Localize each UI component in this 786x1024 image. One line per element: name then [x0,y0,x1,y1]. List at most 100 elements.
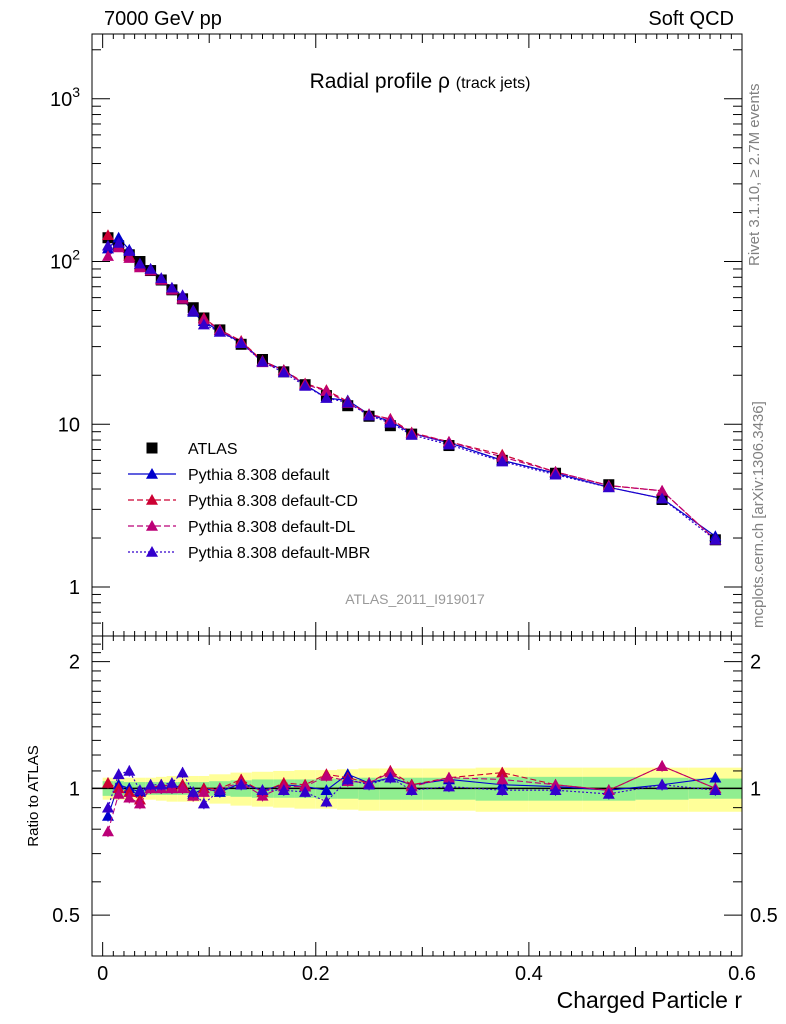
ratio-data-point [101,801,114,813]
ratio-data-point [496,784,509,796]
ratio-data-point [101,809,114,821]
data-point [176,289,189,301]
data-point [442,438,455,450]
series-line [107,236,716,537]
data-point [405,428,418,440]
data-point [123,245,136,256]
ratio-data-point [405,784,418,796]
data-point [496,455,509,467]
data-point [363,409,376,421]
x-tick-label: 0 [97,963,108,985]
legend-marker [146,520,158,531]
chart-title: Radial profile ρ (track jets) [310,70,531,93]
ratio-data-point [144,778,157,790]
legend-marker [146,494,158,505]
ratio-data-point [197,786,210,797]
ratio-data-point [442,780,455,792]
y-tick-label: 1 [69,778,80,800]
ratio-data-point [176,782,189,794]
x-axis-label: Charged Particle r [557,987,743,1013]
y-tick-label-right: 0.5 [750,905,778,927]
ratio-data-point [155,778,168,790]
data-point [320,391,333,403]
data-point [101,250,114,261]
legend-entry-label: Pythia 8.308 default-DL [188,519,355,536]
data-point [197,318,210,330]
ratio-data-point [133,797,146,809]
ratio-data-point [101,825,114,837]
ratio-data-point [235,778,248,790]
legend-entry-label: Pythia 8.308 default [188,467,330,484]
data-point [602,481,615,493]
x-tick-label: 0.6 [728,963,756,985]
ratio-data-point [101,776,114,788]
ratio-data-point [384,771,397,783]
ratio-data-point [320,784,333,796]
ratio-data-point [112,768,125,780]
y-tick-label: 103 [50,84,80,111]
ratio-data-point [123,791,136,803]
data-point [384,416,397,428]
ratio-data-point [256,784,269,796]
data-point [187,304,200,316]
ratio-plot-frame [91,635,743,957]
data-point [320,385,333,396]
ratio-data-point [123,786,136,797]
ratio-data-point [197,797,210,809]
ratio-data-point [549,778,562,790]
ratio-data-point [709,784,722,796]
y-tick-label: 1 [69,577,80,599]
ratio-data-point [213,784,226,796]
data-point [235,337,248,348]
ratio-data-point [496,766,509,778]
ratio-data-point [363,778,376,790]
y-tick-label: 0.5 [52,905,80,927]
x-tick-label: 0.2 [302,963,330,985]
ratio-data-point [341,773,354,785]
data-point [213,325,226,337]
data-point [299,379,312,391]
data-point [123,252,136,263]
ratio-data-point [656,778,669,790]
data-point [341,396,354,408]
y-tick-label-right: 2 [750,652,761,674]
ratio-data-point [112,787,125,799]
ratio-data-point [709,771,722,783]
y-tick-label: 10 [58,414,80,436]
ratio-data-point [133,784,146,796]
header-left-label: 7000 GeV pp [104,8,222,30]
ratio-data-point [176,766,189,778]
data-point [656,484,669,496]
legend-entry-label: Pythia 8.308 default-CD [188,493,358,510]
y-tick-label: 2 [69,652,80,674]
ratio-data-point [496,773,509,785]
ratio-data-point [187,786,200,797]
y-tick-label: 102 [50,247,80,274]
ratio-data-point [320,769,333,781]
legend-entry-label: Pythia 8.308 default-MBR [188,545,370,562]
ratio-data-point [123,764,136,776]
data-point [277,366,290,378]
legend-entry-label: ATLAS [188,441,238,458]
data-point [256,355,269,367]
ratio-data-point [442,771,455,783]
data-point [101,229,114,241]
legend-marker [146,546,158,557]
legend-marker [146,442,158,454]
data-point [144,262,157,274]
data-point [133,257,146,269]
y-tick-label-right: 1 [750,778,761,800]
ratio-data-point [112,782,125,794]
ratio-data-point [299,780,312,792]
data-point [656,492,669,504]
analysis-watermark: ATLAS_2011_I919017 [345,591,485,607]
data-point [112,236,125,248]
ratio-y-axis-label: Ratio to ATLAS [25,745,42,846]
ratio-data-point [299,786,312,797]
data-point [165,281,178,293]
ratio-data-point [656,760,669,771]
ratio-data-point [549,784,562,796]
ratio-data-point [320,795,333,807]
ratio-data-point [602,787,615,799]
